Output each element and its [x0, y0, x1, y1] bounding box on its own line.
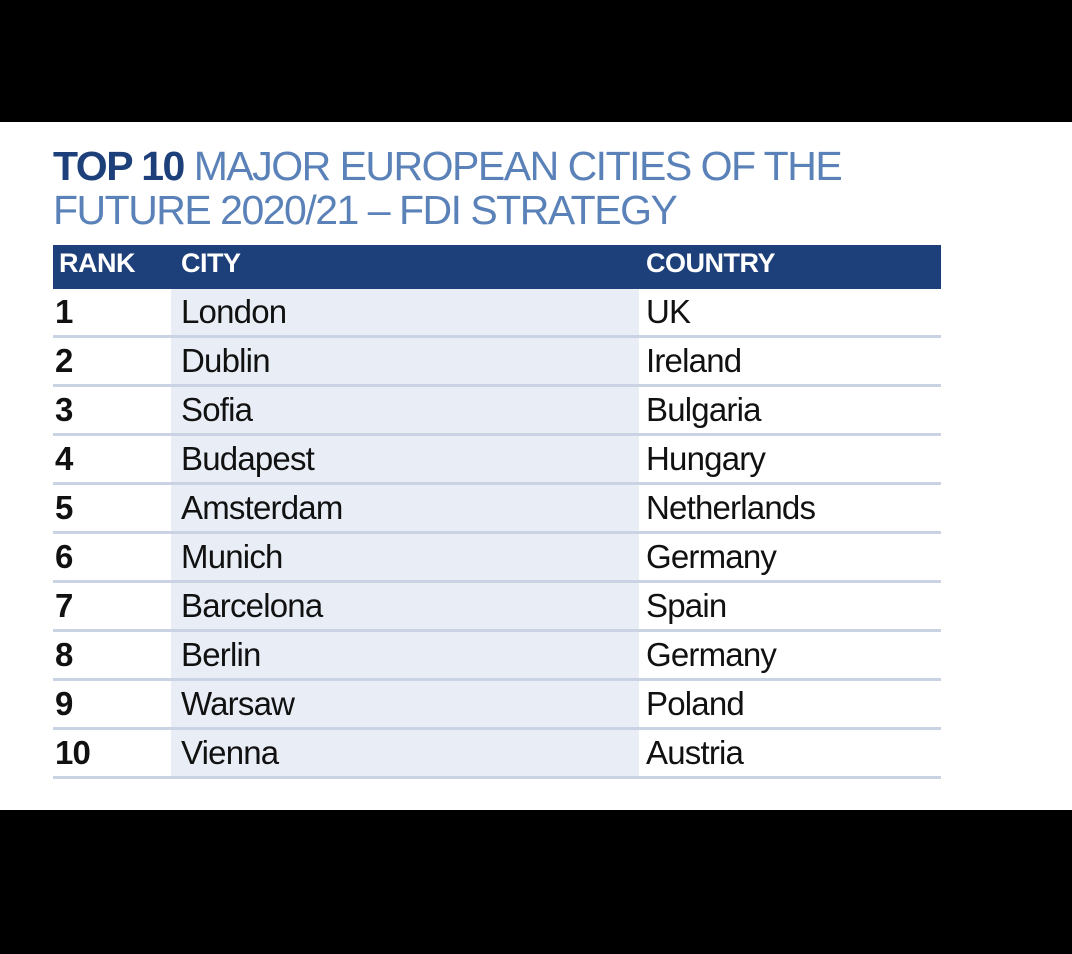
- table-title: TOP 10 MAJOR EUROPEAN CITIES OF THE FUTU…: [53, 144, 953, 232]
- city-cell-background: [171, 387, 639, 433]
- city-cell: Budapest: [181, 440, 315, 477]
- table-row: 8 Berlin Germany: [53, 632, 941, 681]
- country-cell: Ireland: [646, 342, 742, 379]
- country-cell: Netherlands: [646, 489, 816, 526]
- table-row: 6 Munich Germany: [53, 534, 941, 583]
- city-cell: Vienna: [181, 734, 279, 771]
- table-row: 7 Barcelona Spain: [53, 583, 941, 632]
- rankings-table: RANK CITY COUNTRY 1 London UK 2 Dublin Irelan…: [53, 245, 941, 779]
- title-line1: MAJOR EUROPEAN CITIES OF THE: [183, 143, 843, 189]
- city-cell-background: [171, 681, 639, 727]
- header-country: COUNTRY: [646, 248, 776, 278]
- header-rank: RANK: [59, 248, 136, 278]
- rank-cell: 3: [55, 391, 73, 428]
- city-cell: Amsterdam: [181, 489, 343, 526]
- table-header: RANK CITY COUNTRY: [53, 245, 941, 289]
- table-body: 1 London UK 2 Dublin Ireland 3 Sofia Bulgaria 4 Bu…: [53, 289, 941, 779]
- rank-cell: 2: [55, 342, 73, 379]
- rank-cell: 10: [55, 734, 91, 771]
- header-city: CITY: [181, 248, 241, 278]
- table-row: 10 Vienna Austria: [53, 730, 941, 779]
- city-cell: London: [181, 293, 287, 330]
- rank-cell: 7: [55, 587, 73, 624]
- country-cell: Hungary: [646, 440, 766, 477]
- title-highlight: TOP 10: [53, 143, 185, 189]
- city-cell-background: [171, 338, 639, 384]
- title-line2: FUTURE 2020/21 – FDI STRATEGY: [53, 187, 678, 233]
- city-cell: Munich: [181, 538, 283, 575]
- country-cell: Bulgaria: [646, 391, 761, 428]
- city-cell: Barcelona: [181, 587, 323, 624]
- country-cell: Austria: [646, 734, 744, 771]
- table-row: 2 Dublin Ireland: [53, 338, 941, 387]
- table-row: 3 Sofia Bulgaria: [53, 387, 941, 436]
- country-cell: UK: [646, 293, 691, 330]
- city-cell-background: [171, 485, 639, 531]
- city-cell: Berlin: [181, 636, 261, 673]
- city-cell-background: [171, 289, 639, 335]
- city-cell-background: [171, 632, 639, 678]
- city-cell: Warsaw: [181, 685, 295, 722]
- rank-cell: 1: [55, 293, 73, 330]
- country-cell: Germany: [646, 636, 777, 673]
- country-cell: Germany: [646, 538, 777, 575]
- rank-cell: 9: [55, 685, 73, 722]
- rank-cell: 6: [55, 538, 73, 575]
- country-cell: Spain: [646, 587, 727, 624]
- rank-cell: 4: [55, 440, 73, 477]
- table-row: 4 Budapest Hungary: [53, 436, 941, 485]
- table-row: 9 Warsaw Poland: [53, 681, 941, 730]
- table-row: 1 London UK: [53, 289, 941, 338]
- city-cell-background: [171, 730, 639, 776]
- rank-cell: 8: [55, 636, 73, 673]
- city-cell-background: [171, 583, 639, 629]
- rank-cell: 5: [55, 489, 73, 526]
- infographic-panel: TOP 10 MAJOR EUROPEAN CITIES OF THE FUTU…: [0, 122, 1072, 810]
- city-cell: Dublin: [181, 342, 271, 379]
- country-cell: Poland: [646, 685, 745, 722]
- city-cell: Sofia: [181, 391, 253, 428]
- city-cell-background: [171, 534, 639, 580]
- city-cell-background: [171, 436, 639, 482]
- table-row: 5 Amsterdam Netherlands: [53, 485, 941, 534]
